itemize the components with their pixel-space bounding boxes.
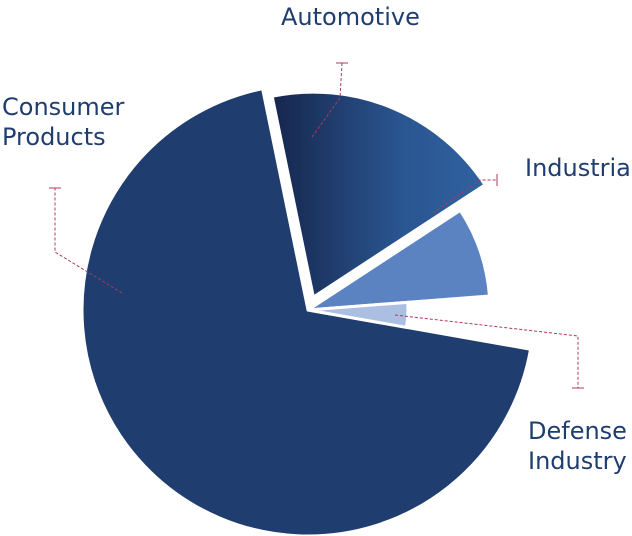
- pie-slice: [307, 208, 492, 312]
- slice-label: Industrial: [525, 154, 632, 182]
- slice-label: Defense Industry: [528, 417, 627, 475]
- pie-slice: [307, 300, 410, 330]
- leader-line: [394, 314, 579, 388]
- pie-slice: [80, 86, 533, 536]
- slice-label: Automotive: [281, 3, 420, 31]
- leader-line: [54, 188, 123, 294]
- leader-line: [311, 62, 343, 138]
- leader-line: [432, 179, 497, 214]
- pie-slice: [270, 90, 487, 300]
- slice-label: Consumer Products: [2, 93, 125, 151]
